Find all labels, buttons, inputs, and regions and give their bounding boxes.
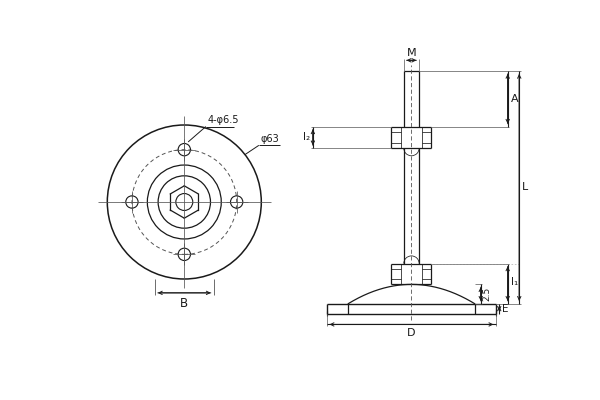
- Text: L: L: [523, 182, 529, 192]
- Text: l₁: l₁: [511, 277, 518, 287]
- Text: E: E: [502, 304, 508, 314]
- Text: A: A: [511, 94, 518, 104]
- Text: φ63: φ63: [260, 134, 279, 144]
- Text: l₂: l₂: [302, 132, 310, 142]
- Text: M: M: [407, 48, 416, 58]
- Text: B: B: [180, 297, 188, 310]
- Text: D: D: [407, 328, 416, 338]
- Text: 4-φ6.5: 4-φ6.5: [208, 115, 239, 125]
- Text: 2.5: 2.5: [482, 287, 491, 301]
